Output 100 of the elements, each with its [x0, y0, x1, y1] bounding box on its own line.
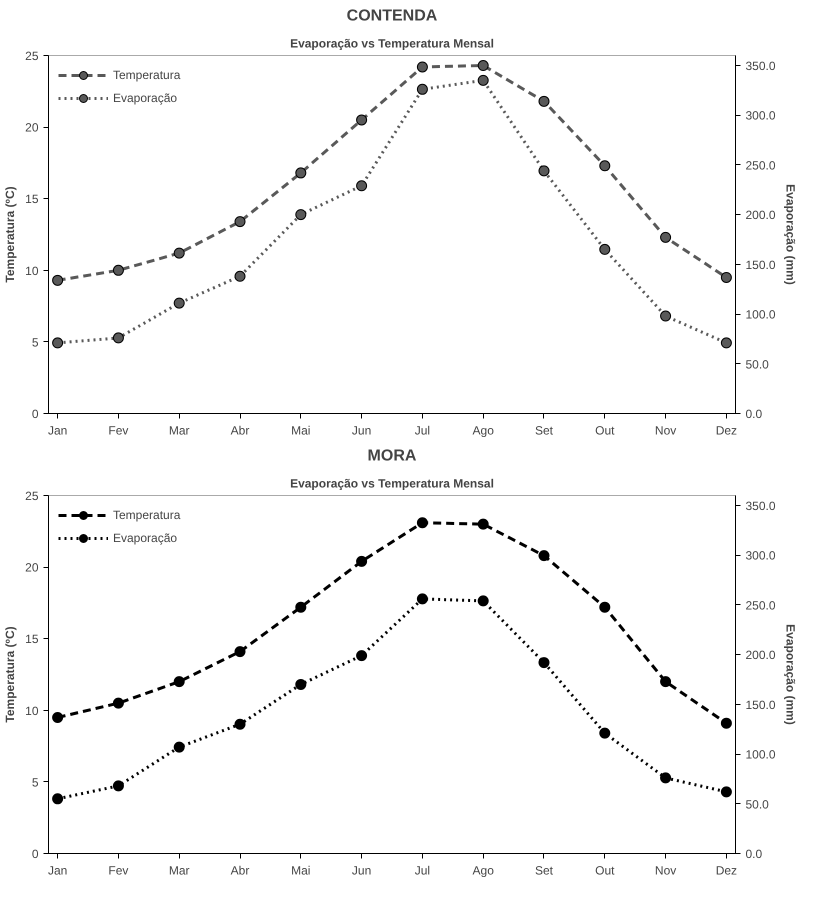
y2-tick-label: 0.0: [746, 407, 763, 421]
point: [660, 232, 672, 243]
chart-subtitle: Evaporação vs Temperatura Mensal: [290, 476, 494, 490]
x-tick-label: Out: [595, 864, 616, 878]
x-tick-label: Dez: [716, 424, 738, 438]
point: [356, 556, 368, 567]
point: [720, 337, 732, 348]
point: [174, 298, 185, 309]
point: [416, 517, 428, 528]
point: [720, 786, 732, 798]
y2-tick-label: 50.0: [746, 797, 770, 812]
x-tick-label: Set: [534, 864, 554, 878]
point: [478, 74, 489, 86]
y2-axis-title: Evaporação (mm): [784, 184, 798, 285]
point: [234, 216, 246, 228]
point: [52, 793, 64, 804]
y-tick-label: 20: [25, 120, 39, 135]
legend-label: Evaporação: [113, 91, 178, 105]
y2-tick-label: 100.0: [746, 308, 776, 322]
point: [234, 718, 246, 730]
y-tick-label: 15: [25, 192, 39, 206]
y-tick-label: 10: [25, 704, 39, 718]
x-tick-label: Set: [534, 424, 554, 438]
point: [478, 518, 489, 530]
point: [599, 602, 610, 613]
y2-tick-label: 350.0: [746, 498, 776, 513]
point: [660, 772, 672, 784]
y2-tick-label: 150.0: [746, 258, 776, 272]
point: [538, 96, 550, 107]
y-tick-label: 15: [25, 632, 39, 646]
x-tick-label: Mai: [291, 864, 310, 878]
point: [112, 332, 124, 344]
y2-tick-label: 350.0: [746, 58, 776, 73]
chart-subtitle: Evaporação vs Temperatura Mensal: [290, 36, 494, 50]
point: [538, 550, 550, 562]
point: [234, 270, 246, 282]
y2-tick-label: 200.0: [746, 208, 776, 222]
point: [356, 114, 368, 126]
x-tick-label: Out: [595, 424, 616, 438]
x-tick-label: Jul: [414, 424, 430, 438]
legend-label: Temperatura: [113, 508, 180, 522]
point: [416, 593, 428, 604]
x-tick-label: Jun: [352, 864, 372, 878]
point: [174, 676, 185, 688]
point: [295, 167, 306, 178]
legend-label: Temperatura: [113, 68, 180, 82]
y-axis-title: Temperatura (ºC): [3, 186, 18, 283]
y2-tick-label: 150.0: [746, 698, 776, 712]
point: [660, 310, 672, 322]
point: [478, 60, 489, 72]
point: [720, 272, 732, 283]
x-tick-label: Fev: [108, 864, 128, 878]
y-tick-label: 10: [25, 264, 39, 278]
x-tick-label: Dez: [716, 864, 738, 878]
x-tick-label: Mar: [168, 424, 190, 438]
y2-tick-label: 300.0: [746, 548, 776, 563]
y2-tick-label: 250.0: [746, 158, 776, 172]
y-tick-label: 20: [25, 560, 39, 575]
x-tick-label: Abr: [230, 864, 250, 878]
y2-tick-label: 300.0: [746, 108, 776, 123]
point: [416, 61, 428, 72]
x-tick-label: Abr: [230, 424, 250, 438]
point: [416, 84, 428, 95]
x-tick-label: Fev: [108, 424, 128, 438]
x-tick-label: Ago: [472, 864, 494, 878]
point: [295, 602, 306, 613]
point: [112, 698, 124, 709]
x-tick-label: Jul: [414, 864, 430, 878]
point: [538, 657, 550, 668]
point: [112, 264, 124, 276]
chart-title: CONTENDA: [346, 8, 438, 24]
point: [174, 248, 185, 259]
y-tick-label: 5: [32, 775, 39, 790]
chart-title: MORA: [368, 448, 417, 464]
y-tick-label: 0: [32, 847, 39, 861]
x-tick-label: Jan: [48, 864, 68, 878]
x-tick-label: Jun: [352, 424, 372, 438]
x-tick-label: Nov: [654, 424, 676, 438]
point: [52, 274, 64, 286]
point: [295, 209, 306, 220]
x-tick-label: Jan: [48, 424, 68, 438]
point: [599, 244, 610, 255]
y-tick-label: 0: [32, 407, 39, 421]
point: [295, 678, 306, 690]
x-tick-label: Nov: [654, 864, 676, 878]
x-tick-label: Mar: [168, 864, 190, 878]
y2-tick-label: 250.0: [746, 598, 776, 612]
point: [356, 180, 368, 192]
point: [356, 650, 368, 662]
y2-axis-title: Evaporação (mm): [784, 624, 798, 725]
point: [478, 595, 489, 606]
x-tick-label: Ago: [472, 424, 494, 438]
x-tick-label: Mai: [291, 424, 310, 438]
y-tick-label: 25: [25, 489, 39, 503]
y2-tick-label: 200.0: [746, 648, 776, 662]
y-tick-label: 5: [32, 335, 39, 350]
point: [599, 160, 610, 172]
y2-tick-label: 100.0: [746, 748, 776, 762]
y-tick-label: 25: [25, 49, 39, 63]
y2-tick-label: 0.0: [746, 847, 763, 861]
